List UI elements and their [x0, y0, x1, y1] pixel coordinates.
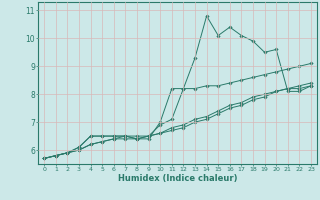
X-axis label: Humidex (Indice chaleur): Humidex (Indice chaleur)	[118, 174, 237, 183]
